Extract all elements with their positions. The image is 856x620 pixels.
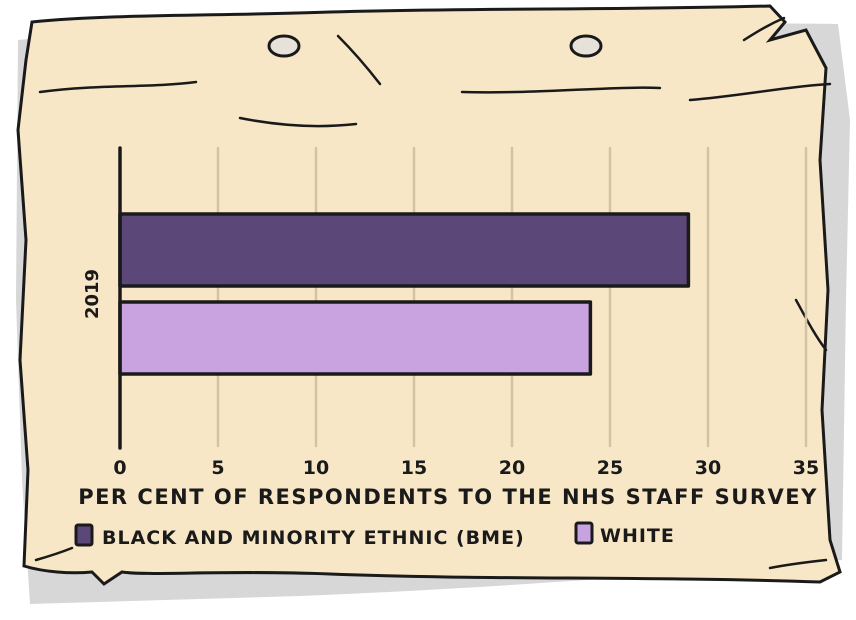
bar-2019-white <box>118 300 593 376</box>
punch-hole-left <box>267 34 301 58</box>
x-tick-label: 5 <box>211 457 224 479</box>
legend-label: WHITE <box>600 525 675 547</box>
x-tick-labels: 0 5 10 15 20 25 30 35 <box>113 457 819 479</box>
paper-crease <box>336 34 382 86</box>
paper-crease <box>238 116 358 128</box>
x-tick-label: 15 <box>401 457 427 479</box>
grid-lines <box>216 146 808 448</box>
legend-label: BLACK AND MINORITY ETHNIC (BME) <box>102 527 525 549</box>
paper-crease <box>794 298 828 352</box>
x-axis-label: PER CENT OF RESPONDENTS TO THE NHS STAFF… <box>78 485 818 509</box>
punch-hole-right <box>569 34 603 58</box>
legend: BLACK AND MINORITY ETHNIC (BME) WHITE <box>74 521 675 549</box>
x-tick-label: 30 <box>695 457 721 479</box>
x-tick-label: 35 <box>793 457 819 479</box>
paper-crease <box>768 558 828 570</box>
category-label: 2019 <box>82 269 103 319</box>
legend-swatch <box>74 523 94 547</box>
category-labels: 2019 <box>82 269 103 319</box>
x-tick-label: 25 <box>597 457 623 479</box>
paper-crease <box>460 86 662 94</box>
bars-group <box>118 212 691 376</box>
paper-body <box>16 4 842 586</box>
x-tick-label: 10 <box>303 457 329 479</box>
legend-item-bme: BLACK AND MINORITY ETHNIC (BME) <box>74 523 525 549</box>
legend-item-white: WHITE <box>574 521 675 547</box>
paper-crease <box>34 546 74 562</box>
paper-crease <box>742 16 786 42</box>
paper-crease <box>688 82 832 102</box>
bar-2019-bme <box>118 212 691 288</box>
paper-crease <box>38 80 198 94</box>
legend-swatch <box>574 521 594 545</box>
x-tick-label: 20 <box>499 457 525 479</box>
x-tick-label: 0 <box>113 457 126 479</box>
